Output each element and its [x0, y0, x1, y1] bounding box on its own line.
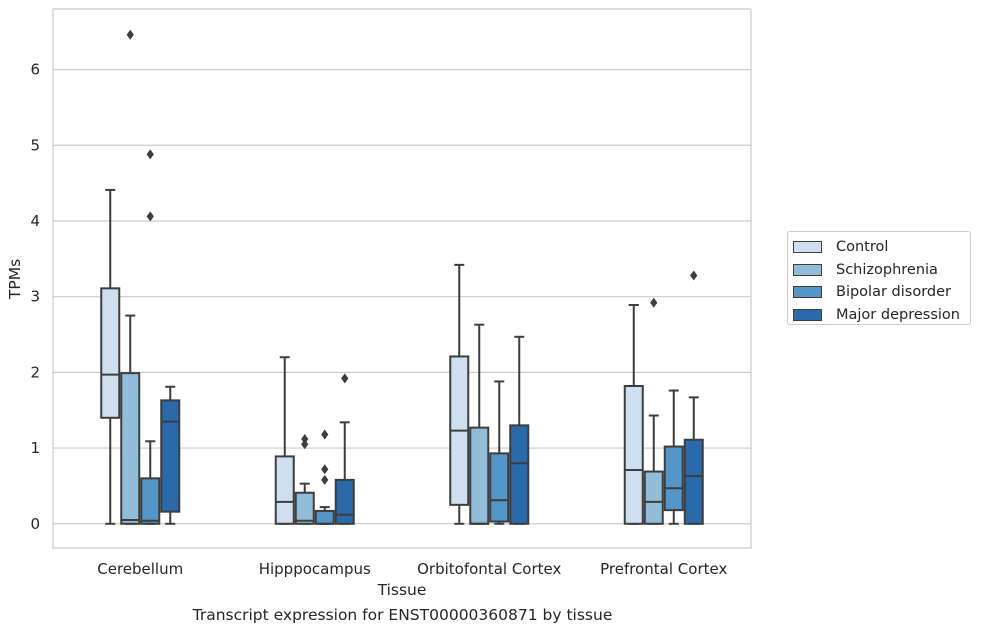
outlier-point: [146, 149, 154, 160]
y-tick-label: 6: [30, 61, 40, 79]
box: [469, 426, 490, 525]
legend-label: Bipolar disorder: [836, 284, 951, 301]
box: [509, 424, 530, 525]
box-group: [509, 335, 530, 525]
box: [489, 452, 510, 523]
box-group: [623, 303, 644, 525]
y-tick-label: 2: [30, 363, 40, 381]
box: [623, 384, 644, 525]
box: [294, 491, 315, 525]
x-tick-label: Prefrontal Cortex: [600, 560, 727, 578]
legend-label: Schizophrenia: [836, 261, 938, 278]
y-tick-label: 1: [30, 439, 40, 457]
box-group: [334, 373, 355, 525]
box-group: [469, 323, 490, 525]
box: [100, 287, 121, 419]
outlier-point: [126, 29, 134, 40]
x-axis-ticks: Cerebellum Hipppocampus Orbitofontal Corte…: [97, 560, 727, 578]
y-axis-label: TPMs: [6, 259, 24, 300]
box: [643, 470, 664, 525]
legend-item: Major depression: [793, 304, 970, 327]
legend: Control Schizophrenia Bipolar disorder Majo…: [787, 231, 971, 325]
box: [120, 372, 141, 525]
outlier-point: [321, 474, 329, 485]
box: [160, 399, 181, 513]
legend-label: Major depression: [836, 306, 960, 323]
outlier-point: [321, 429, 329, 440]
box: [314, 509, 335, 525]
y-axis-ticks: 0 1 2 3 4 5 6: [30, 61, 40, 533]
legend-swatch: [793, 263, 822, 276]
x-axis-label: Tissue: [377, 581, 427, 599]
outlier-point: [690, 270, 698, 281]
y-tick-label: 4: [30, 212, 40, 230]
box: [663, 445, 684, 512]
box-group: [449, 263, 470, 525]
outlier-point: [146, 211, 154, 222]
outlier-point: [301, 433, 309, 444]
box-group: [294, 433, 315, 525]
outlier-point: [341, 373, 349, 384]
outlier-point: [650, 297, 658, 308]
box-group: [489, 380, 510, 525]
x-tick-label: Cerebellum: [97, 560, 183, 578]
box: [334, 478, 355, 525]
legend-swatch: [793, 241, 822, 254]
box: [683, 438, 704, 525]
legend-label: Control: [836, 239, 889, 256]
box: [274, 455, 295, 525]
legend-swatch: [793, 286, 822, 299]
y-tick-label: 5: [30, 136, 40, 154]
box-group: [120, 29, 141, 525]
box: [140, 477, 161, 525]
y-tick-label: 3: [30, 288, 40, 306]
box-group: [663, 389, 684, 525]
legend-item: Bipolar disorder: [793, 281, 970, 304]
box-group: [160, 385, 181, 525]
gridlines: [53, 68, 751, 525]
legend-swatch: [793, 308, 822, 321]
box-group: [683, 270, 704, 525]
legend-item: Control: [793, 236, 970, 259]
x-tick-label: Orbitofontal Cortex: [417, 560, 561, 578]
legend-item: Schizophrenia: [793, 259, 970, 282]
x-tick-label: Hipppocampus: [259, 560, 371, 578]
boxes: [100, 29, 704, 525]
box-group: [140, 149, 161, 525]
box-group: [643, 297, 664, 525]
box-group: [100, 188, 121, 525]
y-tick-label: 0: [30, 515, 40, 533]
outlier-point: [321, 464, 329, 475]
outlier-point: [301, 439, 309, 450]
plot-frame: [52, 8, 752, 549]
box-group: [314, 429, 335, 525]
box-group: [274, 356, 295, 525]
chart-caption: Transcript expression for ENST0000036087…: [192, 606, 613, 624]
